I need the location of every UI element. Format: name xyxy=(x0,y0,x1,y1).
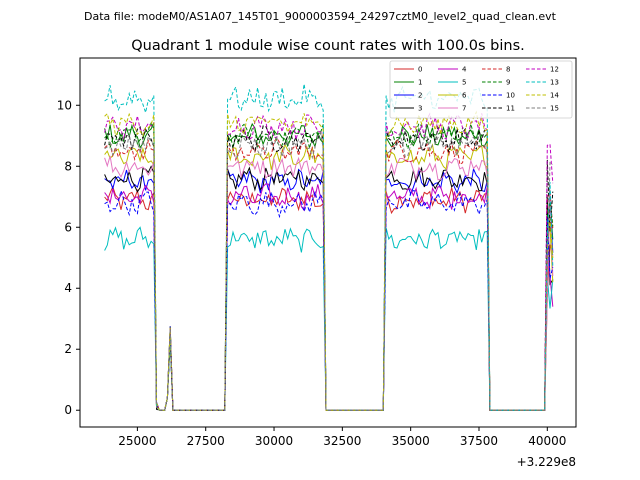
x-axis: 25000 27500 30000 32500 35000 37500 40000 xyxy=(118,427,566,448)
legend-label-3: 3 xyxy=(418,105,422,113)
legend-label-15: 15 xyxy=(550,105,559,113)
chart-title: Quadrant 1 module wise count rates with … xyxy=(131,38,525,54)
x-offset-label: +3.229e8 xyxy=(517,455,576,469)
y-tick-label: 8 xyxy=(64,159,72,173)
x-tick-label: 30000 xyxy=(255,434,293,448)
plot-frame xyxy=(79,57,577,428)
legend-label-8: 8 xyxy=(506,66,510,74)
figure-suptitle: Data file: modeM0/AS1A07_145T01_90000035… xyxy=(84,10,557,23)
legend-label-9: 9 xyxy=(506,79,510,87)
series-line-15 xyxy=(104,131,554,411)
x-tick-label: 40000 xyxy=(528,434,566,448)
legend-label-5: 5 xyxy=(462,79,466,87)
y-axis: 0 2 4 6 8 10 xyxy=(57,98,80,417)
x-tick-label: 35000 xyxy=(392,434,430,448)
legend-box xyxy=(389,60,573,119)
legend-label-11: 11 xyxy=(506,105,515,113)
legend-label-13: 13 xyxy=(550,79,559,87)
legend-label-0: 0 xyxy=(418,66,422,74)
legend-label-12: 12 xyxy=(550,66,559,74)
y-tick-label: 10 xyxy=(57,98,72,112)
x-tick-label: 32500 xyxy=(323,434,361,448)
y-tick-label: 2 xyxy=(64,342,72,356)
legend-label-10: 10 xyxy=(506,92,515,100)
x-tick-label: 27500 xyxy=(187,434,225,448)
x-tick-label: 25000 xyxy=(118,434,156,448)
legend-label-6: 6 xyxy=(462,92,467,100)
legend-label-7: 7 xyxy=(462,105,466,113)
x-tick-label: 37500 xyxy=(460,434,498,448)
legend-label-4: 4 xyxy=(462,66,467,74)
y-tick-label: 0 xyxy=(64,403,72,417)
y-tick-label: 6 xyxy=(64,220,72,234)
series-layer xyxy=(104,84,554,411)
series-line-13 xyxy=(104,84,554,411)
legend-label-14: 14 xyxy=(550,92,559,100)
y-tick-label: 4 xyxy=(64,281,72,295)
legend-label-2: 2 xyxy=(418,92,422,100)
series-line-14 xyxy=(104,110,554,411)
legend-label-1: 1 xyxy=(418,79,422,87)
